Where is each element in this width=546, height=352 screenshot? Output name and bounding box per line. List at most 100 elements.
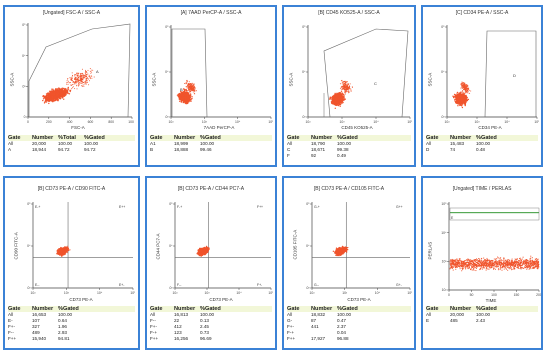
event-point: [462, 98, 464, 100]
event-point: [72, 74, 73, 76]
cell: All: [287, 141, 293, 146]
event-point: [331, 102, 333, 105]
event-point: [51, 88, 53, 90]
event-point: [462, 99, 464, 101]
header-gated: %Gated: [337, 135, 358, 141]
stats-header: Gate Number %Gated: [426, 135, 538, 141]
event-point: [69, 90, 71, 93]
event-point: [186, 81, 188, 83]
event-point: [455, 101, 457, 103]
event-point: [46, 94, 48, 97]
event-point: [464, 92, 466, 94]
gate-label: A: [96, 69, 99, 74]
event-point: [329, 97, 331, 99]
event-point: [71, 88, 72, 90]
event-point: [76, 78, 78, 80]
event-point: [86, 83, 88, 85]
y-tick-label: 10⁵: [441, 25, 445, 29]
y-tick-label: 10³: [302, 115, 306, 119]
event-point: [89, 80, 90, 82]
event-point: [69, 82, 70, 84]
cell: C: [287, 147, 291, 152]
event-point: [336, 99, 339, 101]
cell: All: [426, 141, 432, 146]
event-point: [187, 84, 189, 86]
event-point: [188, 92, 190, 94]
event-cloud: [176, 88, 193, 105]
x-tick-label: 10⁵: [130, 291, 135, 294]
event-point: [338, 102, 340, 104]
table-row: F 92 0.49: [287, 153, 411, 159]
event-point: [73, 75, 75, 77]
cell: 99.38: [337, 147, 349, 152]
event-point: [67, 88, 69, 90]
event-point: [456, 91, 459, 94]
event-point: [60, 90, 62, 92]
event-point: [338, 99, 340, 102]
event-point: [60, 94, 62, 96]
event-point: [340, 90, 343, 93]
cell: 18,671: [311, 147, 326, 152]
event-point: [56, 98, 58, 100]
stats-header: Gate Number %Gated: [287, 135, 411, 141]
event-point: [347, 83, 349, 85]
cell: 20,000: [32, 141, 47, 146]
event-point: [342, 83, 344, 85]
event-point: [42, 95, 45, 97]
event-point: [466, 98, 468, 100]
event-point: [187, 97, 190, 99]
event-point: [460, 91, 462, 93]
event-point: [65, 88, 67, 90]
x-tick-label: 10²: [445, 120, 451, 123]
cell: 100.00: [84, 141, 99, 146]
header-number: Number: [311, 135, 333, 141]
event-point: [332, 97, 334, 99]
event-point: [54, 99, 57, 102]
event-point: [61, 91, 63, 93]
event-point: [348, 92, 349, 94]
event-point: [62, 87, 65, 90]
stats-header: Gate Number %Total %Gated: [8, 135, 135, 141]
event-point: [190, 93, 192, 95]
event-point: [66, 80, 68, 82]
event-point: [340, 94, 342, 96]
table-row: B 18,888 99.46: [150, 147, 272, 153]
cell: 15,483: [450, 141, 465, 146]
event-point: [345, 88, 347, 90]
header-number: Number: [450, 135, 472, 141]
event-point: [75, 76, 77, 78]
event-point: [82, 84, 84, 86]
cell: F: [287, 153, 290, 158]
panel-cd45-ssc: [B] CD45 KO525-A / SSC-A 10²10³10⁴10⁵10³…: [282, 5, 416, 167]
event-point: [77, 79, 79, 81]
event-point: [48, 97, 50, 100]
event-point: [90, 69, 92, 71]
event-point: [465, 99, 468, 102]
event-point: [74, 74, 76, 75]
y-tick-label: 10³: [165, 115, 169, 119]
event-point: [79, 75, 81, 77]
event-point: [344, 82, 346, 84]
event-point: [182, 95, 185, 97]
event-point: [67, 89, 69, 91]
event-point: [190, 84, 192, 86]
scatter-plot: 10²10³10⁴10⁵10³10⁴10⁵E-+E++E--E+-: [27, 198, 135, 294]
table-row: D 74 0.48: [426, 147, 538, 153]
event-point: [78, 83, 80, 84]
event-point: [341, 95, 343, 97]
event-point: [71, 79, 73, 81]
event-point: [79, 76, 81, 78]
event-point: [343, 87, 345, 89]
event-point: [346, 87, 348, 89]
event-point: [66, 82, 68, 83]
event-point: [183, 96, 185, 99]
event-point: [339, 94, 341, 97]
event-point: [465, 88, 467, 90]
event-point: [343, 94, 345, 96]
event-point: [62, 94, 65, 97]
event-point: [332, 99, 334, 101]
event-point: [338, 92, 340, 94]
event-point: [339, 88, 341, 90]
event-point: [71, 76, 73, 78]
